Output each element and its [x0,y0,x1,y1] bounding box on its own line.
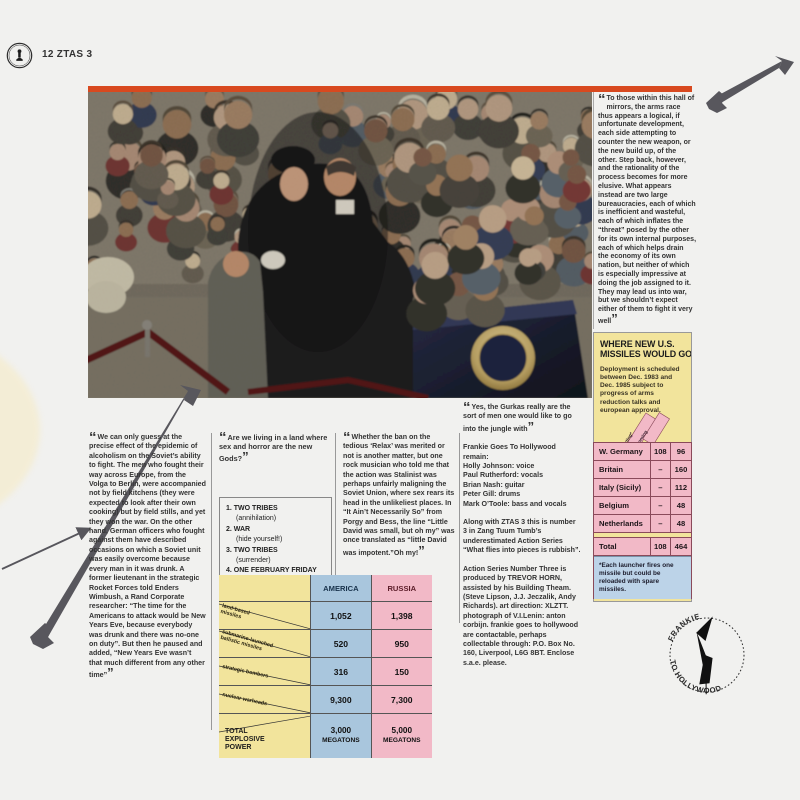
svg-text:FRANKIE: FRANKIE [666,612,701,643]
